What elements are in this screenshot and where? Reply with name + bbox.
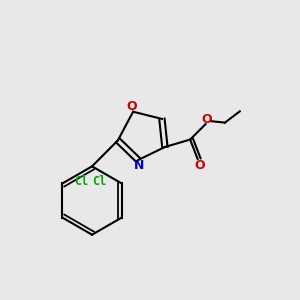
Text: O: O (126, 100, 137, 113)
Text: Cl: Cl (92, 176, 107, 188)
Text: N: N (134, 159, 144, 172)
Text: O: O (202, 113, 212, 126)
Text: O: O (194, 159, 205, 172)
Text: Cl: Cl (74, 176, 88, 188)
